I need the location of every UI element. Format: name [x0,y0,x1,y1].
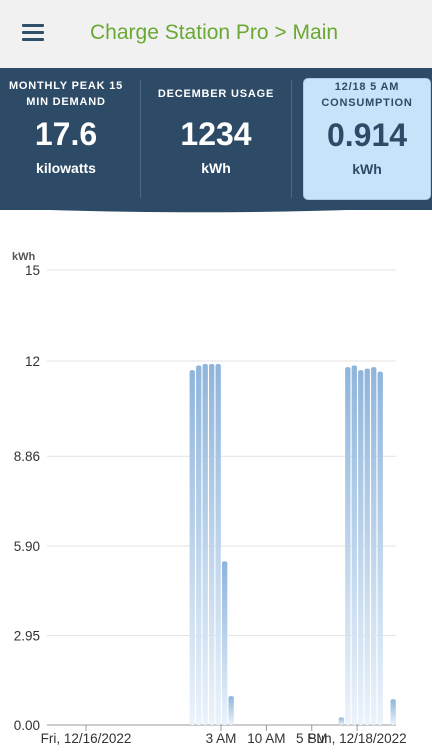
chart-bar [345,367,351,725]
chart-bars [189,364,396,725]
y-tick-label: 15 [25,263,40,278]
stat-divider [140,80,141,198]
y-tick-label: 12 [25,354,40,369]
stats-panel-wave [0,196,432,213]
chart-bar [196,365,202,725]
chart-bar [209,364,215,725]
app-header: Charge Station Pro > Main [0,0,432,69]
y-axis-unit-label: kWh [12,251,36,263]
peak-demand-card[interactable]: MONTHLY PEAK 15 MIN DEMAND 17.6 kilowatt… [2,78,130,198]
monthly-usage-unit: kWh [201,160,231,176]
hourly-consumption-label: 12/18 5 AM CONSUMPTION [321,81,413,109]
y-tick-label: 2.95 [14,629,40,644]
hourly-consumption-unit: kWh [352,161,382,177]
chart-bar [228,696,234,725]
x-tick-label: 10 AM [247,731,285,746]
chart-bar [202,364,208,725]
chart-bar [377,371,383,725]
x-tick-label: Sun, 12/18/2022 [308,731,407,746]
chart-bar [351,365,357,725]
x-tick-label: 3 AM [206,731,237,746]
y-tick-label: 5.90 [14,539,40,554]
chart-bar [189,370,195,725]
stat-divider [291,80,292,198]
hamburger-menu-icon[interactable] [22,23,46,43]
monthly-usage-card[interactable]: DECEMBER USAGE 1234 kWh [152,78,280,198]
x-tick-label: 5 PM [296,731,328,746]
y-tick-label: 0.00 [14,718,40,733]
monthly-usage-value: 1234 [180,116,252,152]
chart-bar [364,368,370,725]
chart-bar [371,367,377,725]
hourly-consumption-value: 0.914 [326,117,408,153]
monthly-usage-label: DECEMBER USAGE [157,88,275,100]
chart-bar [358,370,364,725]
peak-demand-label: MONTHLY PEAK 15 MIN DEMAND [8,80,124,108]
x-tick-label: Fri, 12/16/2022 [41,731,132,746]
chart-bar [390,699,396,725]
hourly-consumption-card[interactable]: 12/18 5 AM CONSUMPTION 0.914 kWh [303,78,431,200]
chart-bar [222,561,228,725]
page-title: Charge Station Pro > Main [90,21,339,44]
y-tick-label: 8.86 [14,449,40,464]
chart-gridlines [47,269,396,726]
peak-demand-value: 17.6 [34,116,98,152]
peak-demand-unit: kilowatts [36,160,96,176]
chart-bar [215,364,221,725]
chart-bar [338,717,344,725]
